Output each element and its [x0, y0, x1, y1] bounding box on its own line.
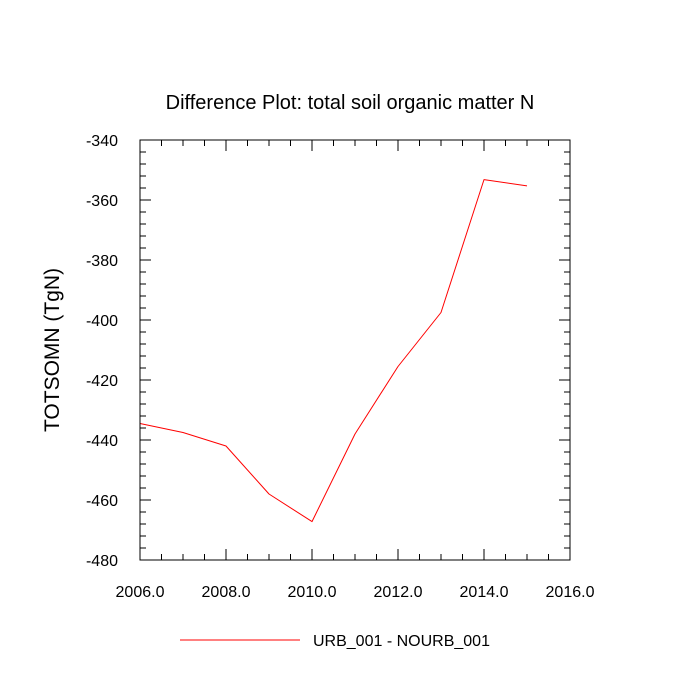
x-tick-labels: 2006.0 2008.0 2010.0 2012.0 2014.0 2016.0 — [116, 584, 595, 601]
y-tick-label: -440 — [86, 433, 118, 450]
y-tick-label: -480 — [86, 553, 118, 570]
y-tick-label: -460 — [86, 493, 118, 510]
major-ticks — [139, 139, 571, 561]
minor-ticks — [139, 139, 571, 561]
x-tick-label: 2006.0 — [116, 584, 165, 601]
y-tick-labels: -480 -460 -440 -420 -400 -380 -360 -340 — [86, 133, 118, 570]
y-tick-label: -380 — [86, 253, 118, 270]
y-tick-label: -360 — [86, 193, 118, 210]
chart-title: Difference Plot: total soil organic matt… — [166, 92, 535, 114]
y-tick-label: -340 — [86, 133, 118, 150]
x-tick-label: 2010.0 — [288, 584, 337, 601]
plot-frame — [139, 139, 571, 561]
x-tick-label: 2014.0 — [460, 584, 509, 601]
y-axis-label: TOTSOMN (TgN) — [41, 268, 64, 432]
x-tick-label: 2008.0 — [202, 584, 251, 601]
y-tick-label: -400 — [86, 313, 118, 330]
series-lines — [139, 179, 528, 523]
y-tick-label: -420 — [86, 373, 118, 390]
legend-label: URB_001 - NOURB_001 — [313, 633, 490, 650]
legend: URB_001 - NOURB_001 — [180, 633, 490, 650]
x-tick-label: 2016.0 — [546, 584, 595, 601]
x-tick-label: 2012.0 — [374, 584, 423, 601]
series-line — [139, 179, 528, 523]
